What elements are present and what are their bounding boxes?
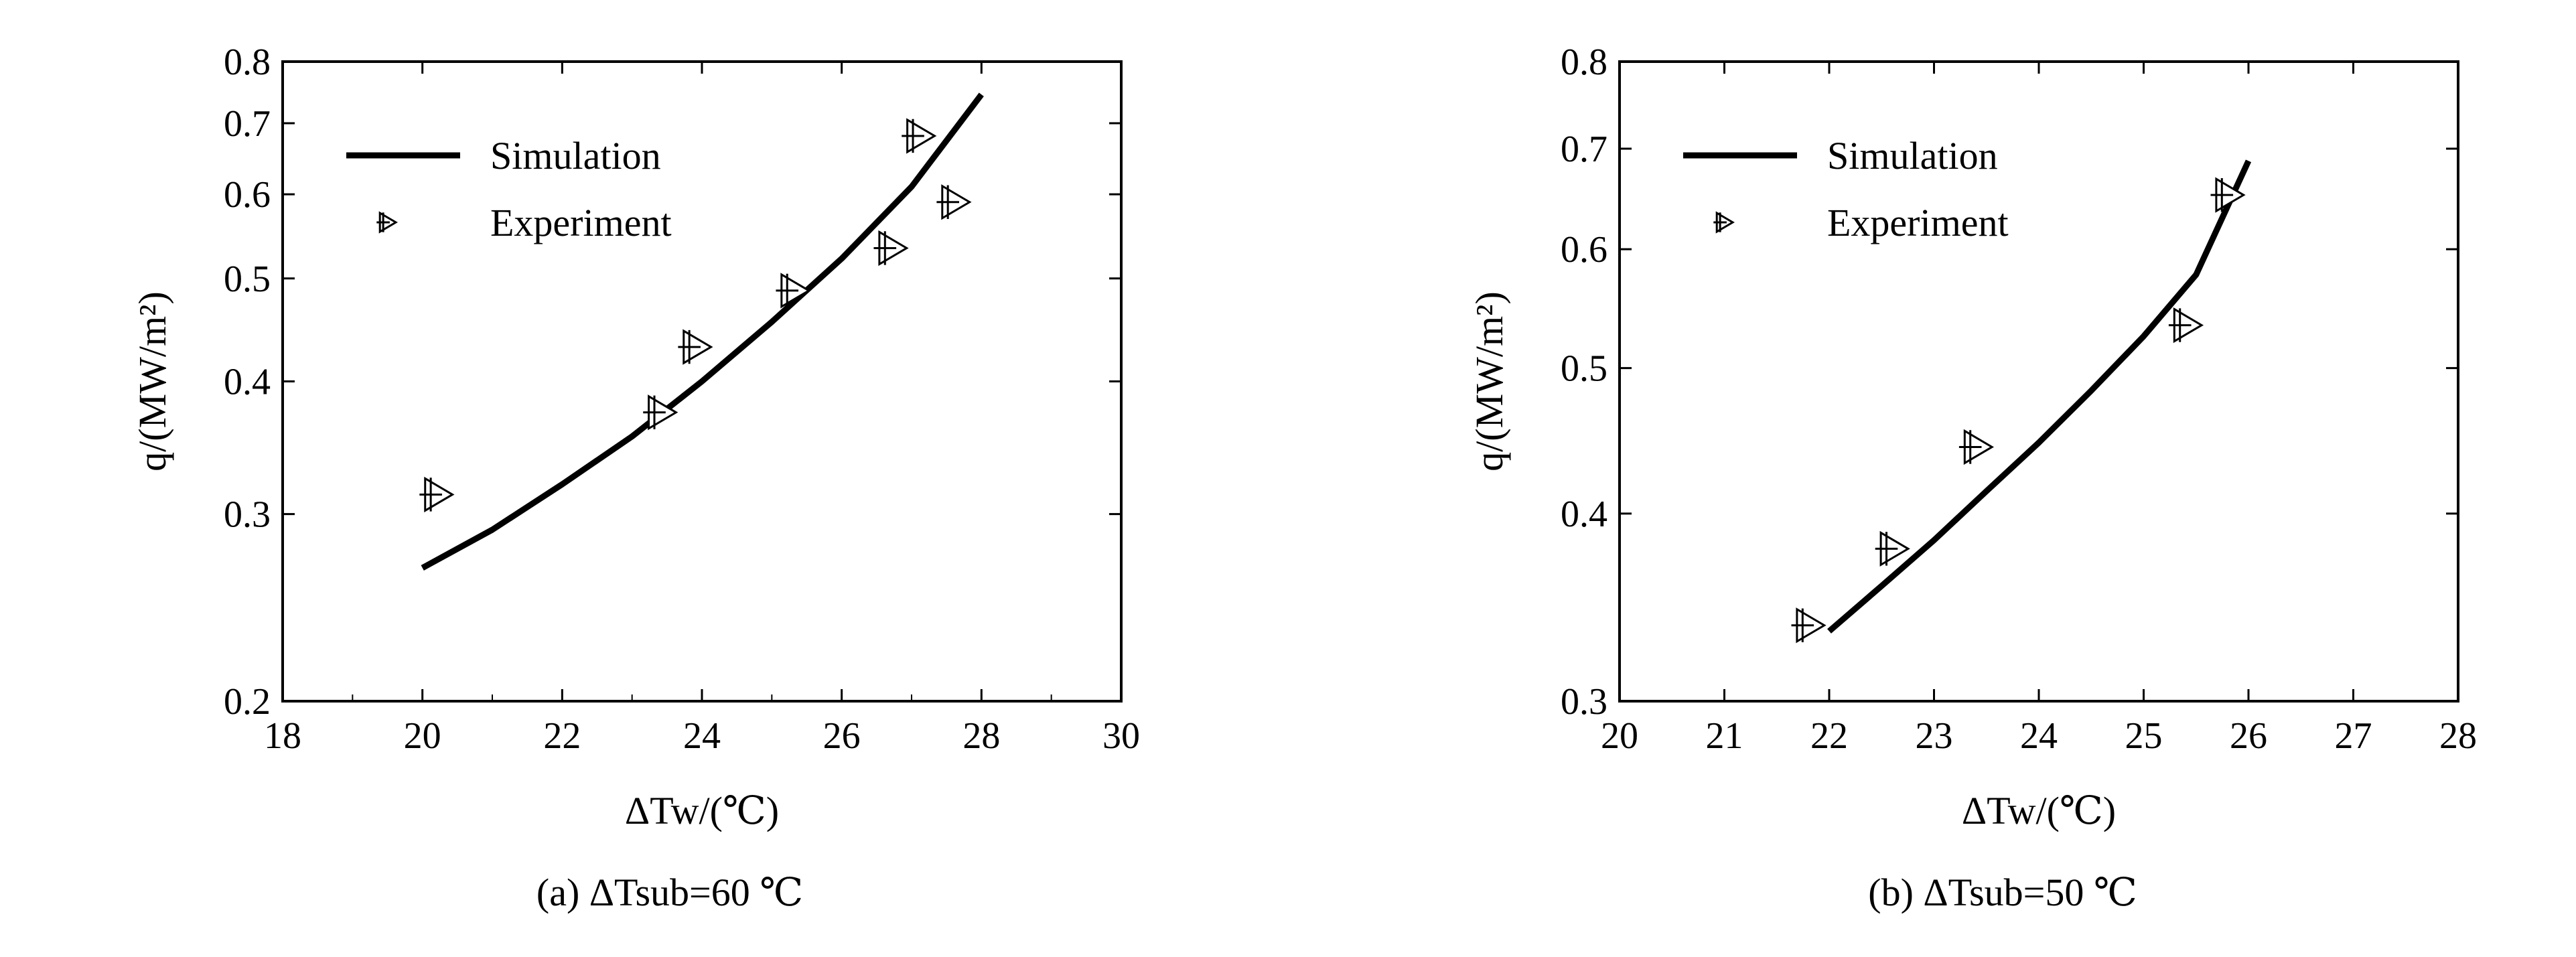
x-tick-label: 26	[2230, 715, 2267, 757]
legend-simulation-label: Simulation	[490, 134, 661, 177]
x-tick-label: 28	[2439, 715, 2477, 757]
y-tick-label: 0.7	[1561, 129, 1607, 170]
x-tick-label: 21	[1706, 715, 1743, 757]
y-tick-label: 0.6	[1561, 229, 1607, 271]
experiment-point	[419, 476, 455, 513]
panel-caption: (b) ΔTsub=50 ℃	[1868, 871, 2137, 914]
experiment-point	[1791, 607, 1827, 644]
y-tick-label: 0.5	[224, 259, 271, 300]
legend-experiment-label: Experiment	[1827, 201, 2009, 244]
x-tick-label: 27	[2335, 715, 2372, 757]
experiment-point	[873, 230, 909, 267]
panel-b-chart: 20 21 22 23 24 25 26 27 28 0.3 0.4 0.5 0.6 0.7 0.8 ΔTw/…	[1468, 42, 2477, 914]
experiment-point	[643, 394, 678, 431]
y-tick-label: 0.3	[224, 494, 271, 536]
y-axis-title: q/(MW/m²)	[1468, 291, 1511, 471]
x-tick-label: 20	[404, 715, 441, 757]
x-tick-label: 22	[543, 715, 581, 757]
y-tick-label: 0.5	[1561, 348, 1607, 390]
y-tick-label: 0.3	[1561, 681, 1607, 723]
x-tick-label: 22	[1810, 715, 1848, 757]
x-axis-title: ΔTw/(℃)	[625, 789, 779, 832]
x-tick-label: 26	[823, 715, 861, 757]
y-tick-label: 0.8	[224, 42, 271, 83]
y-tick-label: 0.6	[224, 174, 271, 216]
experiment-point	[1958, 429, 1995, 465]
x-tick-label: 24	[2020, 715, 2058, 757]
x-tick-label: 28	[962, 715, 1000, 757]
y-tick-label: 0.4	[224, 362, 271, 403]
x-tick-label: 23	[1916, 715, 1953, 757]
legend-simulation-label: Simulation	[1827, 134, 1998, 177]
y-tick-label: 0.7	[224, 103, 271, 145]
x-axis-title: ΔTw/(℃)	[1962, 789, 2116, 832]
experiment-point	[902, 118, 937, 154]
x-tick-label: 25	[2125, 715, 2163, 757]
experiment-point	[1875, 530, 1910, 567]
legend-experiment-marker	[376, 211, 398, 234]
y-axis-title: q/(MW/m²)	[131, 291, 174, 471]
x-tick-label: 24	[683, 715, 721, 757]
x-tick-label: 30	[1102, 715, 1140, 757]
panel-a-chart: 18 20 22 24 26 28 30 0.2 0.3 0.4 0.5 0.6 0.7 0.8 ΔTw/(…	[131, 42, 1140, 914]
experiment-point	[776, 273, 811, 309]
x-tick-label: 18	[264, 715, 301, 757]
legend-experiment-marker	[1713, 211, 1735, 234]
experiment-point	[2168, 307, 2204, 344]
y-tick-label: 0.2	[224, 681, 271, 723]
legend-experiment-label: Experiment	[490, 201, 672, 244]
y-tick-label: 0.4	[1561, 494, 1607, 535]
panel-caption: (a) ΔTsub=60 ℃	[536, 871, 803, 914]
y-tick-label: 0.8	[1561, 42, 1607, 83]
simulation-line	[1827, 159, 2252, 634]
x-tick-label: 20	[1601, 715, 1638, 757]
simulation-line	[421, 92, 984, 571]
experiment-point	[936, 184, 972, 220]
experiment-point	[2210, 177, 2246, 213]
experiment-point	[678, 329, 713, 365]
